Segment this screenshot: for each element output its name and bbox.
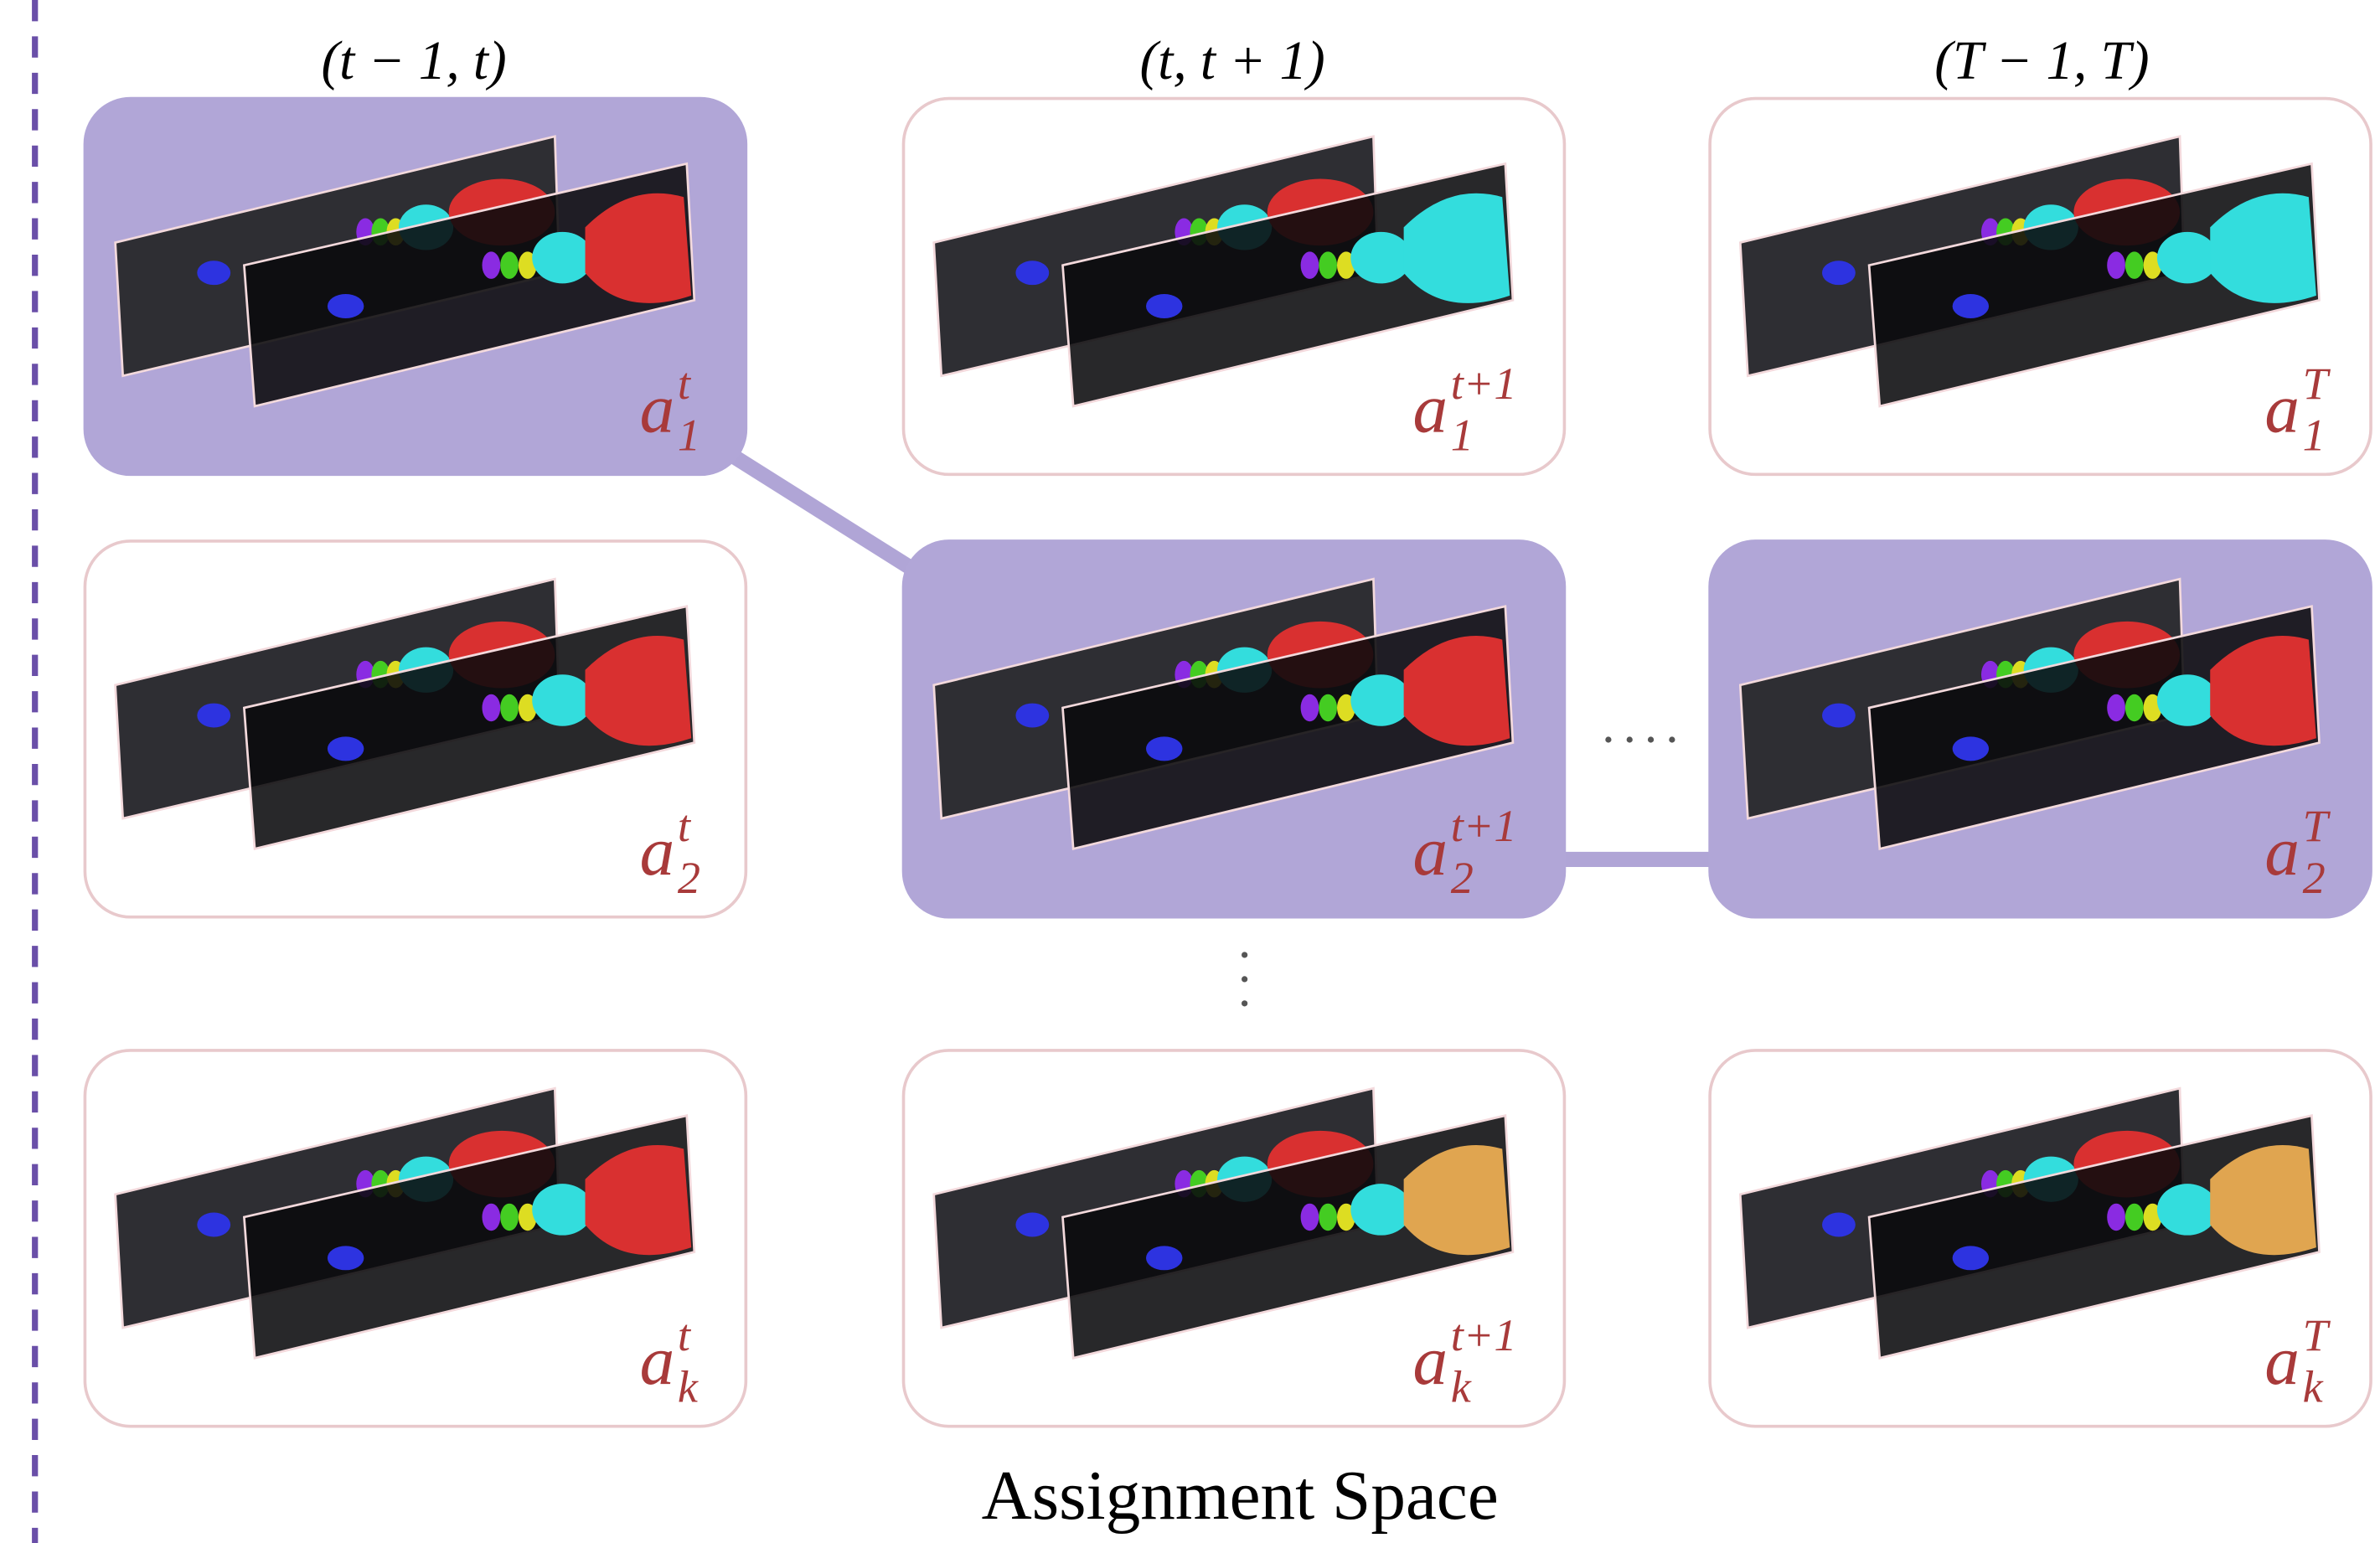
blob <box>1953 736 1989 761</box>
blob <box>1953 294 1989 318</box>
label-sup: T <box>2303 1310 2331 1360</box>
label-sup: T <box>2303 801 2331 851</box>
blob <box>1350 674 1411 726</box>
blob <box>197 1213 230 1237</box>
blob <box>1015 261 1049 285</box>
blob <box>500 251 519 279</box>
label-sub: 2 <box>2303 853 2326 903</box>
blob <box>482 251 500 279</box>
label-base: a <box>2264 371 2300 448</box>
label-base: a <box>1412 371 1448 448</box>
blob <box>1822 704 1856 728</box>
blob <box>2107 694 2125 722</box>
blob <box>1822 261 1856 285</box>
label-base: a <box>640 371 675 448</box>
page: {"columns": [ {"header": "(t − 1, t)", "… <box>0 0 2380 1543</box>
blob <box>532 1184 592 1236</box>
label-base: a <box>2264 813 2300 890</box>
label-sup: t+1 <box>1451 1310 1517 1360</box>
blob <box>1146 736 1182 761</box>
label-base: a <box>1412 813 1448 890</box>
label-sub: 1 <box>2303 410 2326 460</box>
blob <box>532 232 592 284</box>
blob <box>482 1204 500 1231</box>
assignment-card: at+1k <box>904 1050 1565 1427</box>
blob <box>1146 294 1182 318</box>
blob <box>1015 704 1049 728</box>
blob <box>328 294 364 318</box>
blob <box>328 1246 364 1270</box>
blob <box>1350 232 1411 284</box>
blob <box>1146 1246 1182 1270</box>
label-sup: t <box>678 801 692 851</box>
label-sup: T <box>2303 359 2331 409</box>
blob <box>197 704 230 728</box>
blob <box>532 674 592 726</box>
column-header: (t, t + 1) <box>1140 31 1325 91</box>
column-header: (T − 1, T) <box>1934 31 2149 91</box>
label-sub: k <box>1451 1362 1472 1412</box>
label-sup: t <box>678 359 692 409</box>
label-sup: t+1 <box>1451 359 1517 409</box>
blob <box>1319 1204 1337 1231</box>
blob <box>1350 1184 1411 1236</box>
label-sub: 2 <box>678 853 700 903</box>
blob <box>1015 1213 1049 1237</box>
label-sub: k <box>678 1362 699 1412</box>
blob <box>2125 694 2144 722</box>
label-base: a <box>1412 1323 1448 1400</box>
column-header: (t − 1, t) <box>321 31 506 91</box>
blob <box>2107 251 2125 279</box>
label-sub: 1 <box>678 410 700 460</box>
blob <box>482 694 500 722</box>
link <box>726 452 919 573</box>
blob <box>328 736 364 761</box>
blob <box>2125 1204 2144 1231</box>
diagram: Assignment Space (t − 1, t)at1at2atk(t, … <box>0 0 2380 1543</box>
blob <box>2157 674 2217 726</box>
label-sup: t+1 <box>1451 801 1517 851</box>
assignment-card: at+12 <box>904 541 1565 917</box>
assignment-card: atk <box>85 1050 746 1427</box>
caption: Assignment Space <box>982 1458 1499 1535</box>
v-ellipsis <box>1242 952 1247 1006</box>
label-sub: 1 <box>1451 410 1474 460</box>
blob <box>2107 1204 2125 1231</box>
label-base: a <box>640 813 675 890</box>
h-ellipsis <box>1605 736 1675 742</box>
blob <box>1301 694 1319 722</box>
blob <box>2125 251 2144 279</box>
blob <box>1953 1246 1989 1270</box>
blob <box>1319 694 1337 722</box>
label-sub: k <box>2303 1362 2324 1412</box>
blob <box>500 1204 519 1231</box>
blob <box>1822 1213 1856 1237</box>
blob <box>500 694 519 722</box>
blob <box>2157 1184 2217 1236</box>
label-base: a <box>2264 1323 2300 1400</box>
blob <box>1301 1204 1319 1231</box>
label-sub: 2 <box>1451 853 1474 903</box>
label-sup: t <box>678 1310 692 1360</box>
label-base: a <box>640 1323 675 1400</box>
blob <box>1319 251 1337 279</box>
blob <box>1301 251 1319 279</box>
blob <box>197 261 230 285</box>
blob <box>2157 232 2217 284</box>
